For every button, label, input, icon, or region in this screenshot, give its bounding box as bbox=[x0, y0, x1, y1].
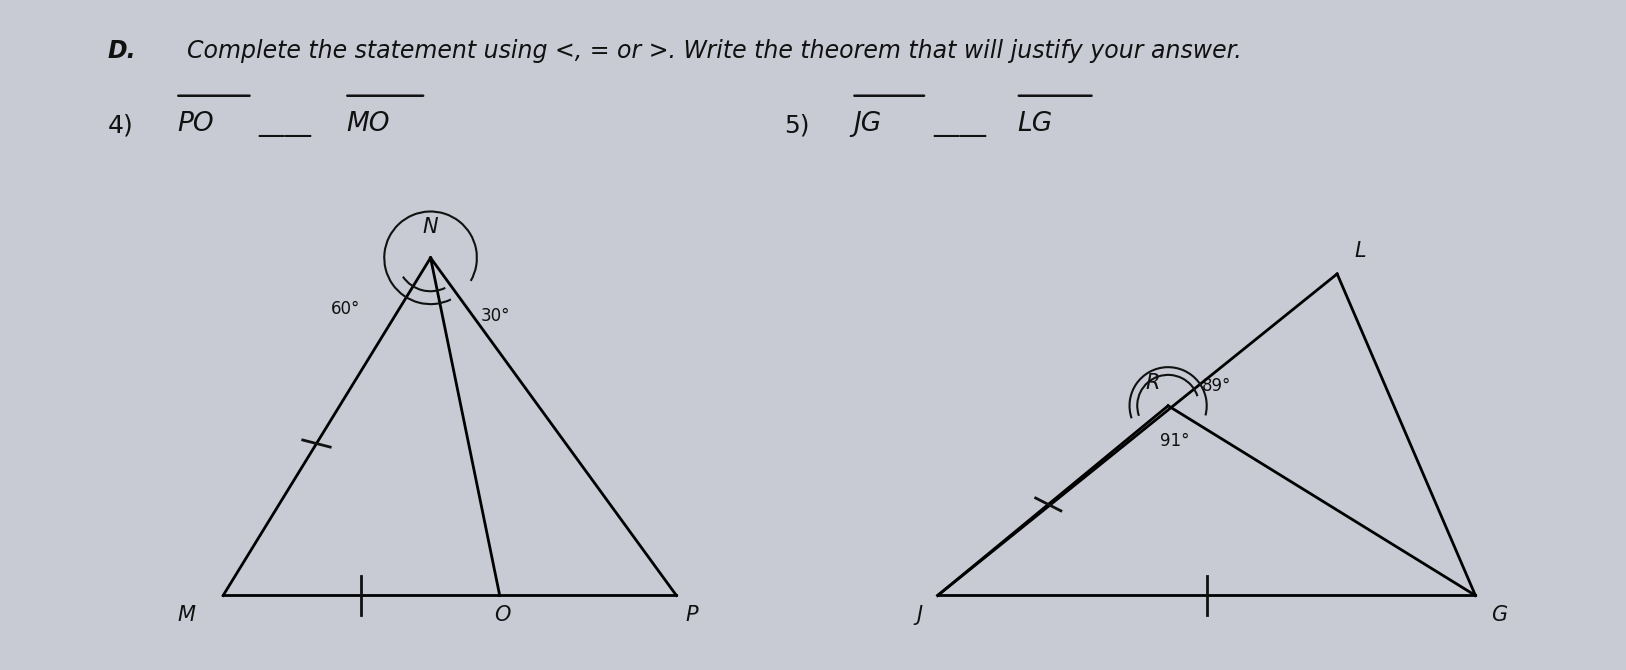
Text: MO: MO bbox=[346, 111, 390, 137]
Text: LG: LG bbox=[1018, 111, 1052, 137]
Text: 30°: 30° bbox=[480, 307, 511, 325]
Text: L: L bbox=[1354, 241, 1366, 261]
Text: ____: ____ bbox=[933, 111, 985, 137]
Text: N: N bbox=[423, 217, 439, 237]
Text: 60°: 60° bbox=[332, 300, 361, 318]
Text: 5): 5) bbox=[784, 113, 810, 137]
Text: J: J bbox=[915, 605, 922, 625]
Text: 4): 4) bbox=[107, 113, 133, 137]
Text: Complete the statement using <, = or >. Write the theorem that will justify your: Complete the statement using <, = or >. … bbox=[172, 39, 1242, 63]
Text: PO: PO bbox=[177, 111, 213, 137]
Text: 89°: 89° bbox=[1202, 377, 1231, 395]
Text: D.: D. bbox=[107, 39, 137, 63]
Text: ____: ____ bbox=[259, 111, 312, 137]
Text: R: R bbox=[1146, 373, 1161, 393]
Text: O: O bbox=[494, 605, 511, 625]
Text: JG: JG bbox=[854, 111, 881, 137]
Text: M: M bbox=[177, 605, 195, 625]
Text: G: G bbox=[1491, 605, 1507, 625]
Text: 91°: 91° bbox=[1159, 432, 1189, 450]
Text: P: P bbox=[686, 605, 698, 625]
